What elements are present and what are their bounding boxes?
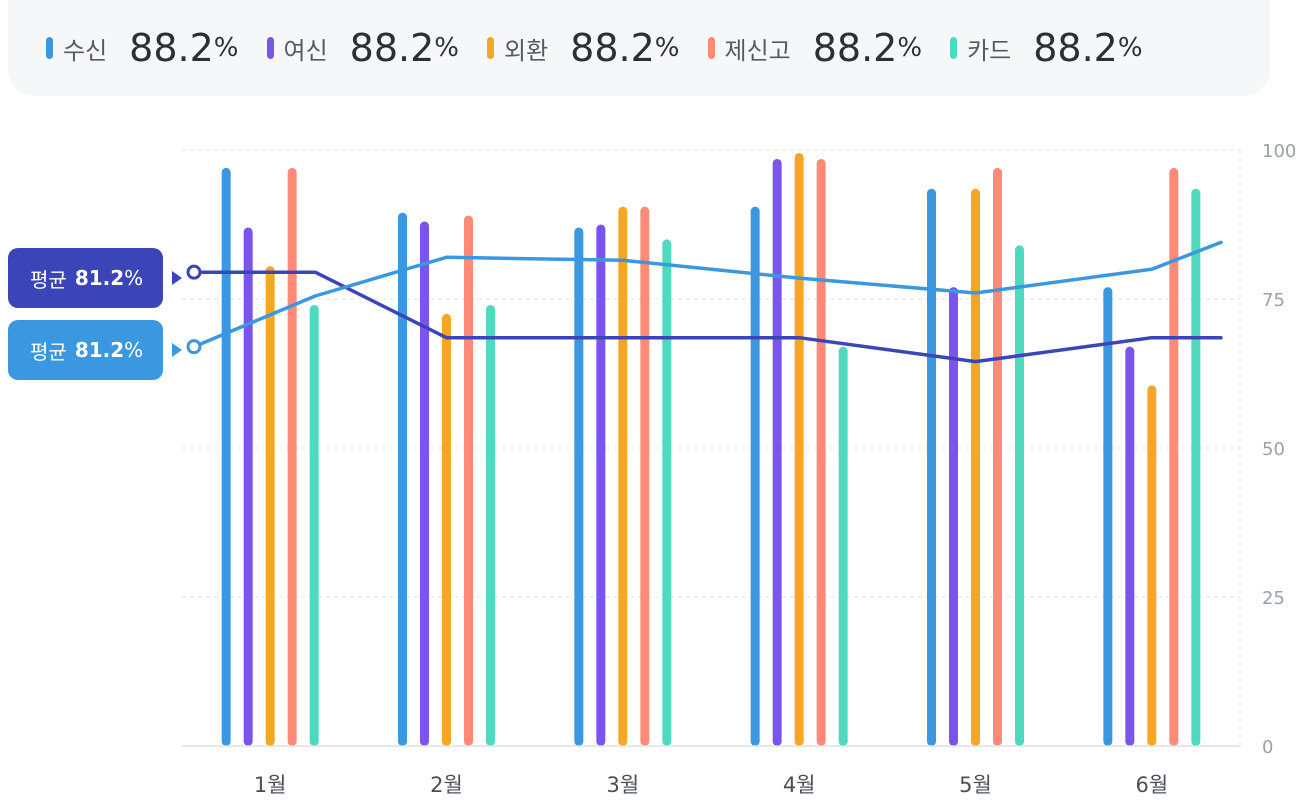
bar xyxy=(640,206,650,746)
legend-unit: % xyxy=(213,33,239,63)
bar xyxy=(772,158,782,746)
bar xyxy=(464,215,473,746)
legend-item-card[interactable]: 카드 88.2% xyxy=(950,26,1143,70)
legend-item-suin[interactable]: 수신 88.2% xyxy=(46,26,239,70)
x-tick-label: 1월 xyxy=(254,773,287,797)
y-tick-label: 100 xyxy=(1262,141,1296,162)
legend-unit: % xyxy=(654,33,680,63)
bar xyxy=(662,239,672,746)
legend-label: 수신 xyxy=(63,36,108,65)
bar xyxy=(265,266,275,746)
bar xyxy=(420,221,429,746)
bar xyxy=(1103,287,1113,746)
axis-layer: 0 25 50 75 100 1월 2월 3월 4월 5월 6월 xyxy=(182,141,1296,797)
bar xyxy=(1169,167,1179,746)
bar xyxy=(574,227,584,747)
bar xyxy=(794,152,804,747)
legend-item-oehwan[interactable]: 외환 88.2% xyxy=(487,26,680,70)
legend-value: 88.2 xyxy=(1033,26,1118,70)
legend-item-jesingo[interactable]: 제신고 88.2% xyxy=(707,26,923,70)
bar-layer xyxy=(221,152,1201,747)
bar xyxy=(1125,346,1135,746)
badge-unit: % xyxy=(124,338,144,362)
legend-bar: 수신 88.2% 여신 88.2% 외환 88.2% 제신고 88.2% 카드 … xyxy=(8,0,1270,96)
line-layer xyxy=(172,240,1223,364)
bar xyxy=(486,304,495,746)
bar xyxy=(1147,385,1157,746)
legend-value: 88.2 xyxy=(812,26,898,70)
average-badge-light: 평균 81.2% xyxy=(8,320,164,380)
y-tick-label: 25 xyxy=(1262,588,1285,609)
average-line xyxy=(192,270,1223,364)
y-tick-label: 0 xyxy=(1262,737,1273,758)
bar xyxy=(949,287,958,746)
bar xyxy=(993,167,1002,746)
line-start-marker xyxy=(186,339,202,355)
legend-unit: % xyxy=(434,33,459,63)
badge-unit: % xyxy=(124,266,144,290)
line-start-marker xyxy=(186,264,202,280)
average-badge-dark: 평균 81.2% xyxy=(8,248,164,308)
legend-swatch-card xyxy=(950,37,958,59)
legend-label: 제신고 xyxy=(724,36,791,65)
legend-unit: % xyxy=(897,33,923,63)
x-tick-label: 2월 xyxy=(430,773,463,797)
legend-value: 88.2 xyxy=(129,26,214,70)
badge-prefix: 평균 xyxy=(30,267,67,292)
bar xyxy=(750,206,760,746)
bar xyxy=(243,227,253,747)
bar xyxy=(838,346,848,746)
bar xyxy=(618,206,628,746)
legend-value: 88.2 xyxy=(570,26,655,70)
legend-label: 외환 xyxy=(504,36,549,65)
bar xyxy=(398,212,407,746)
legend-label: 카드 xyxy=(967,36,1012,65)
x-tick-label: 6월 xyxy=(1135,773,1168,797)
badge-pointer xyxy=(172,271,182,285)
legend-item-yeosin[interactable]: 여신 88.2% xyxy=(266,26,459,70)
average-line xyxy=(192,240,1223,349)
badge-prefix: 평균 xyxy=(30,339,67,364)
legend-swatch-suin xyxy=(46,37,53,59)
bar xyxy=(596,224,606,746)
legend-unit: % xyxy=(1117,33,1143,63)
legend-value: 88.2 xyxy=(349,26,435,70)
bar xyxy=(927,188,936,747)
bar xyxy=(1015,245,1024,747)
grid-layer xyxy=(182,149,1240,598)
bar xyxy=(287,167,297,746)
x-tick-label: 5월 xyxy=(959,773,992,797)
legend-swatch-oehwan xyxy=(487,37,494,59)
badge-value: 81.2 xyxy=(74,338,125,362)
bar xyxy=(309,304,319,746)
bar xyxy=(816,158,826,746)
legend-swatch-yeosin xyxy=(266,37,274,59)
bar xyxy=(1191,188,1201,747)
bar xyxy=(971,188,980,747)
badge-pointer xyxy=(172,343,182,357)
legend-swatch-jesingo xyxy=(707,37,715,59)
x-tick-label: 3월 xyxy=(606,773,639,797)
y-tick-label: 75 xyxy=(1262,290,1285,311)
y-tick-label: 50 xyxy=(1262,439,1285,460)
badge-value: 81.2 xyxy=(74,266,125,290)
bar xyxy=(221,167,231,746)
legend-label: 여신 xyxy=(283,36,328,65)
x-tick-label: 4월 xyxy=(783,773,816,797)
bar xyxy=(442,313,451,746)
